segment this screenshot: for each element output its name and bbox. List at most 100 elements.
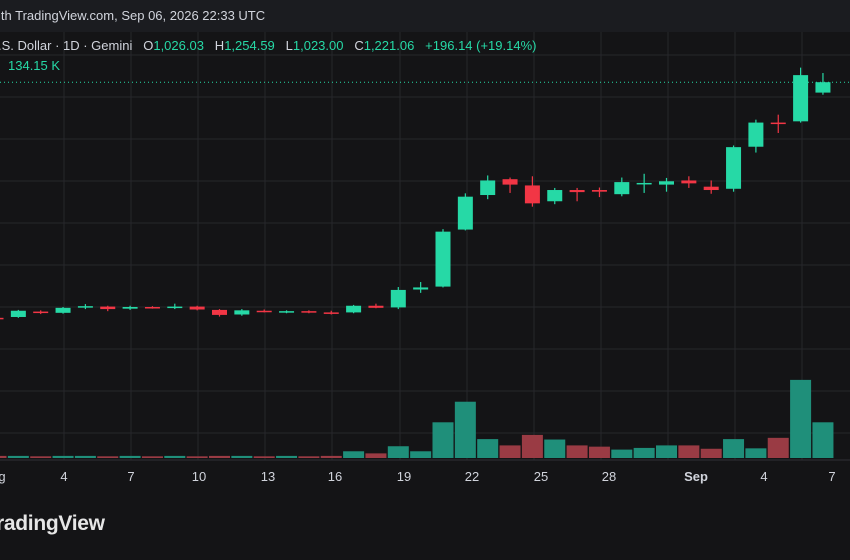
candle-body <box>234 310 250 315</box>
x-tick-label: 10 <box>192 469 206 484</box>
volume-bar <box>611 449 633 458</box>
volume-bar <box>544 439 566 458</box>
candle-body <box>770 122 786 125</box>
volume-legend: 134.15 K <box>8 58 61 73</box>
volume-bar <box>97 456 119 458</box>
x-tick-label: g <box>0 469 6 484</box>
candle-body <box>591 190 607 192</box>
candle-body <box>144 306 160 309</box>
tradingview-logo: radingView <box>0 512 105 535</box>
low-label: L <box>285 38 293 53</box>
volume-bar <box>343 451 365 458</box>
volume-bar <box>52 455 74 458</box>
volume-bar <box>566 445 588 458</box>
high-label: H <box>214 38 225 53</box>
volume-bar <box>164 455 186 458</box>
candle-body <box>435 231 451 287</box>
low-value: 1,023.00 <box>292 38 344 53</box>
volume-bar <box>141 456 163 458</box>
x-tick-label: 28 <box>602 469 616 484</box>
candle-body <box>212 309 227 315</box>
candle-body <box>33 311 49 314</box>
volume-bar <box>387 446 409 458</box>
close-label: C <box>354 38 364 53</box>
candle-body <box>0 317 4 320</box>
candle-body <box>323 312 339 314</box>
candle-body <box>122 306 138 309</box>
candle-body <box>77 306 93 308</box>
volume-bar <box>253 456 275 458</box>
candle-body <box>167 306 183 309</box>
x-tick-label: 19 <box>397 469 411 484</box>
candle-body <box>547 190 563 202</box>
x-tick-label: 4 <box>60 469 67 484</box>
candle-body <box>256 310 272 313</box>
volume-bar <box>320 455 342 458</box>
candle-body <box>368 305 384 308</box>
volume-bar <box>790 379 812 458</box>
volume-bar <box>521 434 543 458</box>
volume-bar <box>209 455 230 458</box>
volume-bar <box>231 455 253 458</box>
candle-body <box>502 179 518 185</box>
x-tick-label: 7 <box>828 469 835 484</box>
candle-body <box>413 287 429 290</box>
candle-body <box>659 181 674 185</box>
symbol-label: .S. Dollar · 1D · Gemini <box>0 38 133 53</box>
volume-bar <box>7 455 29 458</box>
volume-bar <box>186 456 208 458</box>
volume-bar <box>74 455 96 458</box>
candle-body <box>703 186 719 191</box>
chart-credit: ith TradingView.com, Sep 06, 2026 22:33 … <box>0 8 266 23</box>
candle-body <box>346 305 362 313</box>
volume-bar <box>298 456 320 458</box>
x-tick-label: 7 <box>127 469 134 484</box>
candle-body <box>614 182 630 195</box>
candle-body <box>457 196 473 230</box>
volume-bar <box>588 446 610 458</box>
change-value: +196.14 (+19.14%) <box>425 38 537 53</box>
volume-bar <box>678 445 700 458</box>
open-label: O <box>143 38 154 53</box>
close-value: 1,221.06 <box>363 38 415 53</box>
candle-body <box>726 147 742 189</box>
volume-bar <box>0 455 7 458</box>
high-value: 1,254.59 <box>224 38 275 53</box>
volume-bar <box>454 401 476 458</box>
candle-body <box>748 122 764 147</box>
volume-bar <box>745 448 767 458</box>
x-tick-label: 25 <box>534 469 548 484</box>
top-bar: ith TradingView.com, Sep 06, 2026 22:33 … <box>0 0 850 32</box>
volume-bar <box>499 445 521 458</box>
x-tick-label: 13 <box>261 469 275 484</box>
volume-bar <box>812 422 834 458</box>
x-tick-label: 4 <box>760 469 767 484</box>
candle-body <box>793 75 809 122</box>
volume-bar <box>119 455 141 458</box>
candle-body <box>524 185 540 204</box>
x-tick-label: 16 <box>328 469 342 484</box>
candle-body <box>681 180 697 184</box>
candle-body <box>390 289 406 308</box>
candle-body <box>189 306 205 310</box>
volume-bar <box>723 439 745 458</box>
candle-body <box>279 311 295 313</box>
candle-body <box>100 306 116 310</box>
candle-body <box>55 307 71 313</box>
candle-body <box>301 311 317 313</box>
volume-bar <box>365 453 387 458</box>
volume-bar <box>633 447 655 458</box>
ohlc-legend: .S. Dollar · 1D · Gemini O1,026.03 H1,25… <box>0 38 536 53</box>
volume-bar <box>700 448 722 458</box>
candle-body <box>815 82 831 93</box>
candle-body <box>569 190 585 193</box>
x-tick-label: 22 <box>465 469 479 484</box>
candle-body <box>636 182 652 185</box>
candle-body <box>480 180 496 196</box>
volume-bar <box>656 445 677 458</box>
volume-bar <box>477 439 499 458</box>
volume-bar <box>432 422 454 458</box>
open-value: 1,026.03 <box>153 38 204 53</box>
volume-bar <box>30 456 52 458</box>
